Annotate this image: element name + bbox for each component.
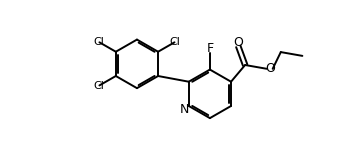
Text: F: F <box>206 42 213 55</box>
Text: O: O <box>233 36 243 49</box>
Text: O: O <box>266 62 276 75</box>
Text: N: N <box>180 103 189 116</box>
Text: Cl: Cl <box>94 81 104 91</box>
Text: Cl: Cl <box>170 37 180 47</box>
Text: Cl: Cl <box>94 37 104 47</box>
